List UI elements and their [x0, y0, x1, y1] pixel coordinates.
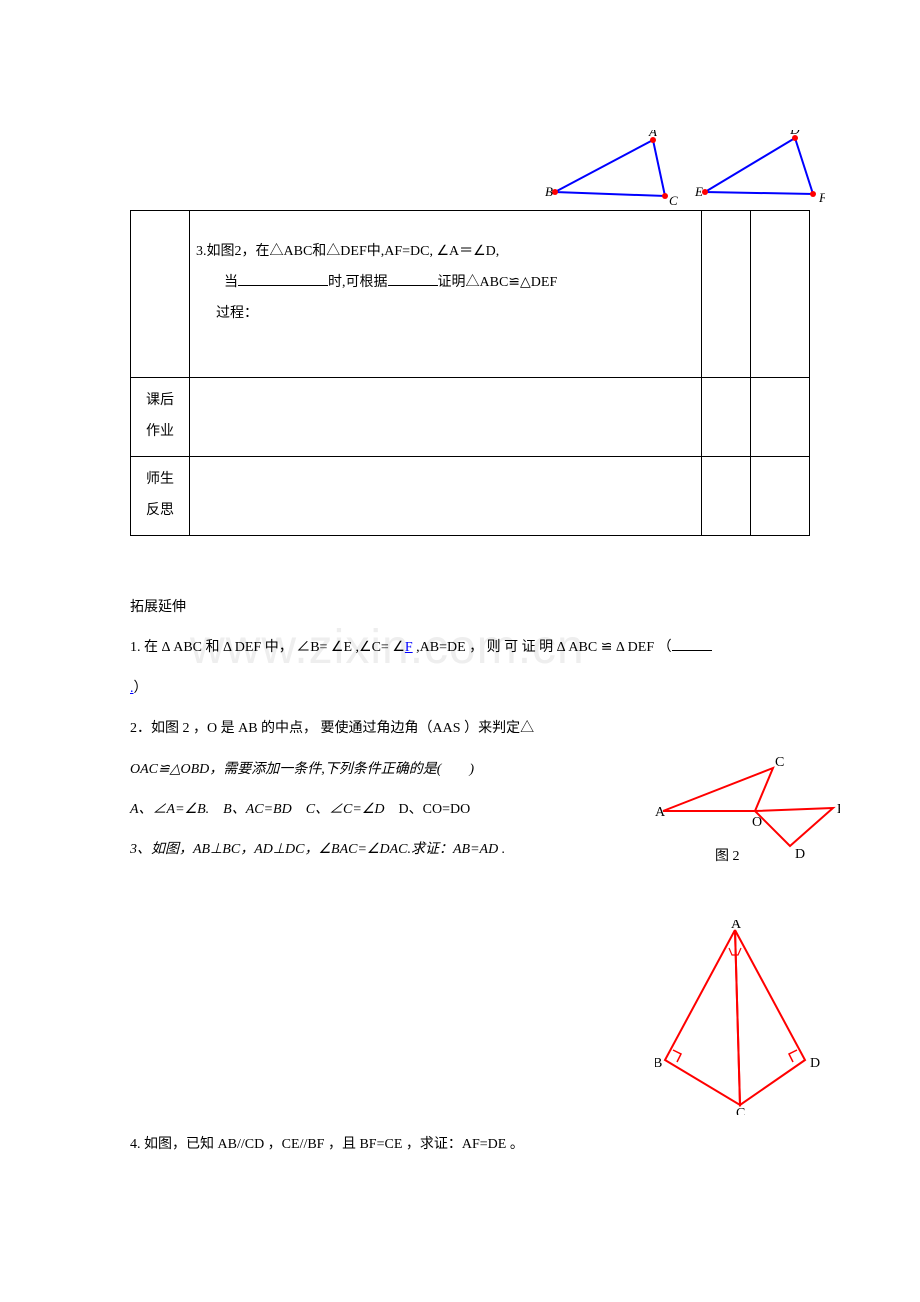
row-homework-l1: 课后: [146, 393, 174, 408]
ext-title: 拓展延伸: [130, 590, 810, 626]
ext-q2-line1: 2．如图 2 ，O 是 AB 的中点， 要使通过角边角（AAS ）来判定△: [130, 711, 810, 747]
triangle-abc: A B C: [545, 130, 678, 208]
ext-q1-a: 1. 在 Δ ABC 和 Δ DEF 中， ∠B= ∠E ,∠C= ∠: [130, 640, 405, 655]
ext-q2-optD: D、CO=DO: [399, 802, 471, 817]
fig2-label-B: B: [837, 802, 840, 817]
q3-line2-suffix: 证明△ABC≌△DEF: [438, 275, 558, 290]
label-b: B: [545, 184, 553, 199]
row-reflect-l1: 师生: [146, 472, 174, 487]
ext-q2-optA: A、∠A=∠B.: [130, 802, 209, 817]
label-c: C: [669, 193, 678, 208]
q3-line1: 3.如图2，在△ABC和△DEF中,AF=DC, ∠A＝∠D,: [196, 237, 695, 268]
ext-q2-line2: OAC≌△OBD，需要添加一条件,下列条件正确的是( ): [130, 752, 810, 788]
blank-1: [238, 271, 328, 286]
ext-q3: 3、如图，AB⊥BC，AD⊥DC，∠BAC=∠DAC.求证：AB=AD .: [130, 832, 810, 868]
row-homework-l2: 作业: [146, 424, 174, 439]
label-e: E: [694, 184, 703, 199]
fig3-label-B: B: [655, 1056, 662, 1071]
label-d: D: [789, 130, 800, 137]
ext-q1: 1. 在 Δ ABC 和 Δ DEF 中， ∠B= ∠E ,∠C= ∠F ,AB…: [130, 630, 810, 666]
fig3-label-C: C: [736, 1106, 745, 1115]
q3-line3: 过程：: [196, 299, 695, 330]
question-4: 4. 如图，已知 AB//CD ，CE//BF ，且 BF=CE ，求证：AF=…: [130, 1130, 790, 1161]
top-triangles: A B C D E F: [545, 130, 825, 215]
fig3-label-A: A: [731, 920, 742, 932]
ext-q1-b: ,AB=DE ， 则 可 证 明 Δ ABC ≌ Δ DEF （: [413, 640, 672, 655]
ext-q2-options: A、∠A=∠B. B、AC=BD C、∠C=∠D D、CO=DO: [130, 792, 810, 828]
q3-line2-prefix: 当: [224, 275, 238, 290]
main-table: 3.如图2，在△ABC和△DEF中,AF=DC, ∠A＝∠D, 当 时,可根据 证明…: [130, 210, 810, 536]
label-f: F: [818, 190, 825, 205]
ext-q2-optB: B、AC=BD: [223, 802, 292, 817]
triangle-def: D E F: [694, 130, 825, 205]
row-reflect-l2: 反思: [146, 503, 174, 518]
figure-3: A B D C: [655, 920, 820, 1120]
ext-q2-optC: C、∠C=∠D: [306, 802, 385, 817]
blank-2: [388, 271, 438, 286]
ext-q1-close: ）: [134, 681, 148, 696]
extension-section: 拓展延伸 1. 在 Δ ABC 和 Δ DEF 中， ∠B= ∠E ,∠C= ∠…: [130, 590, 810, 869]
ext-q1-f: F: [405, 640, 413, 655]
label-a: A: [648, 130, 657, 139]
blank-3: [672, 636, 712, 651]
q3-line2-mid: 时,可根据: [328, 275, 388, 290]
fig3-label-D: D: [810, 1056, 820, 1071]
